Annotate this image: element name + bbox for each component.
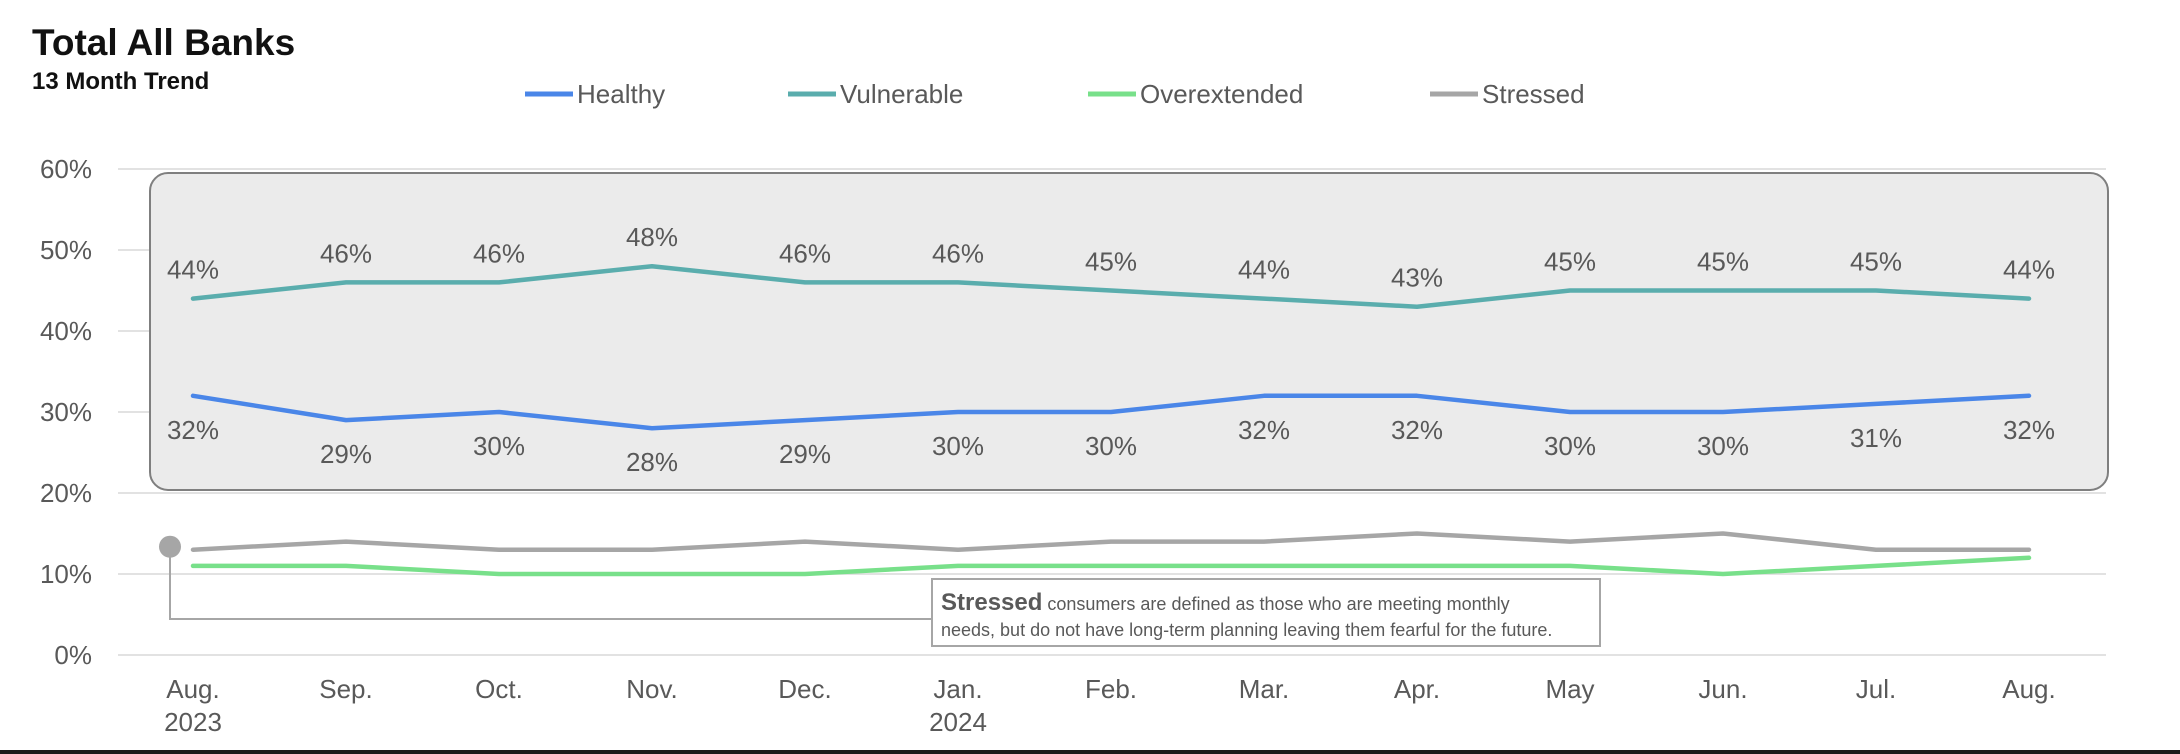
data-label-vulnerable: 43% — [1391, 263, 1443, 293]
data-label-healthy: 31% — [1850, 423, 1902, 453]
series-line-healthy — [190, 393, 2032, 431]
chart-title: Total All Banks — [32, 22, 296, 63]
data-label-healthy: 30% — [1544, 431, 1596, 461]
data-label-healthy: 29% — [779, 439, 831, 469]
x-tick-label: Mar. — [1239, 674, 1290, 704]
x-tick-label: Jun. — [1698, 674, 1747, 704]
legend-label-stressed: Stressed — [1482, 79, 1585, 109]
legend-label-vulnerable: Vulnerable — [840, 79, 963, 109]
bottom-border — [0, 750, 2180, 754]
data-label-vulnerable: 45% — [1850, 247, 1902, 277]
data-label-vulnerable: 46% — [779, 238, 831, 268]
data-label-healthy: 30% — [1697, 431, 1749, 461]
data-label-vulnerable: 46% — [320, 238, 372, 268]
y-tick-label: 10% — [40, 559, 92, 589]
series-line-stressed — [190, 531, 2032, 552]
chart-subtitle: 13 Month Trend — [32, 68, 210, 95]
annotation-box — [931, 578, 1601, 647]
y-tick-label: 50% — [40, 235, 92, 265]
data-label-vulnerable: 46% — [473, 238, 525, 268]
x-year-label: 2023 — [164, 707, 222, 737]
x-tick-label: Dec. — [778, 674, 831, 704]
legend-label-overextended: Overextended — [1140, 79, 1303, 109]
series-line-vulnerable — [190, 263, 2032, 309]
data-label-healthy: 32% — [167, 415, 219, 445]
x-tick-label: Sep. — [319, 674, 373, 704]
x-tick-label: Apr. — [1394, 674, 1440, 704]
legend-label-healthy: Healthy — [577, 79, 665, 109]
data-label-healthy: 32% — [1391, 415, 1443, 445]
x-tick-label: Nov. — [626, 674, 678, 704]
data-label-healthy: 30% — [932, 431, 984, 461]
y-tick-label: 30% — [40, 397, 92, 427]
data-label-vulnerable: 45% — [1544, 247, 1596, 277]
x-tick-label: May — [1545, 674, 1594, 704]
y-tick-label: 0% — [54, 640, 92, 670]
y-tick-label: 40% — [40, 316, 92, 346]
data-label-vulnerable: 46% — [932, 238, 984, 268]
data-label-healthy: 29% — [320, 439, 372, 469]
x-tick-label: Oct. — [475, 674, 523, 704]
annotation-text-line1: Stressed consumers are defined as those … — [941, 589, 1510, 616]
series-line-overextended — [190, 555, 2032, 577]
x-tick-label: Aug. — [2002, 674, 2056, 704]
data-label-healthy: 32% — [1238, 415, 1290, 445]
data-label-healthy: 32% — [2003, 415, 2055, 445]
data-label-vulnerable: 44% — [167, 255, 219, 285]
data-label-healthy: 28% — [626, 447, 678, 477]
data-label-healthy: 30% — [473, 431, 525, 461]
data-label-vulnerable: 44% — [1238, 255, 1290, 285]
y-tick-label: 20% — [40, 478, 92, 508]
annotation-text-line2: needs, but do not have long-term plannin… — [941, 620, 1552, 640]
data-label-vulnerable: 45% — [1085, 247, 1137, 277]
data-label-vulnerable: 48% — [626, 222, 678, 252]
callout-connector — [169, 546, 932, 620]
data-label-vulnerable: 44% — [2003, 255, 2055, 285]
x-tick-label: Feb. — [1085, 674, 1137, 704]
x-tick-label: Aug. — [166, 674, 220, 704]
data-label-vulnerable: 45% — [1697, 247, 1749, 277]
x-year-label: 2024 — [929, 707, 987, 737]
data-label-healthy: 30% — [1085, 431, 1137, 461]
x-tick-label: Jan. — [933, 674, 982, 704]
x-tick-label: Jul. — [1856, 674, 1896, 704]
y-tick-label: 60% — [40, 154, 92, 184]
